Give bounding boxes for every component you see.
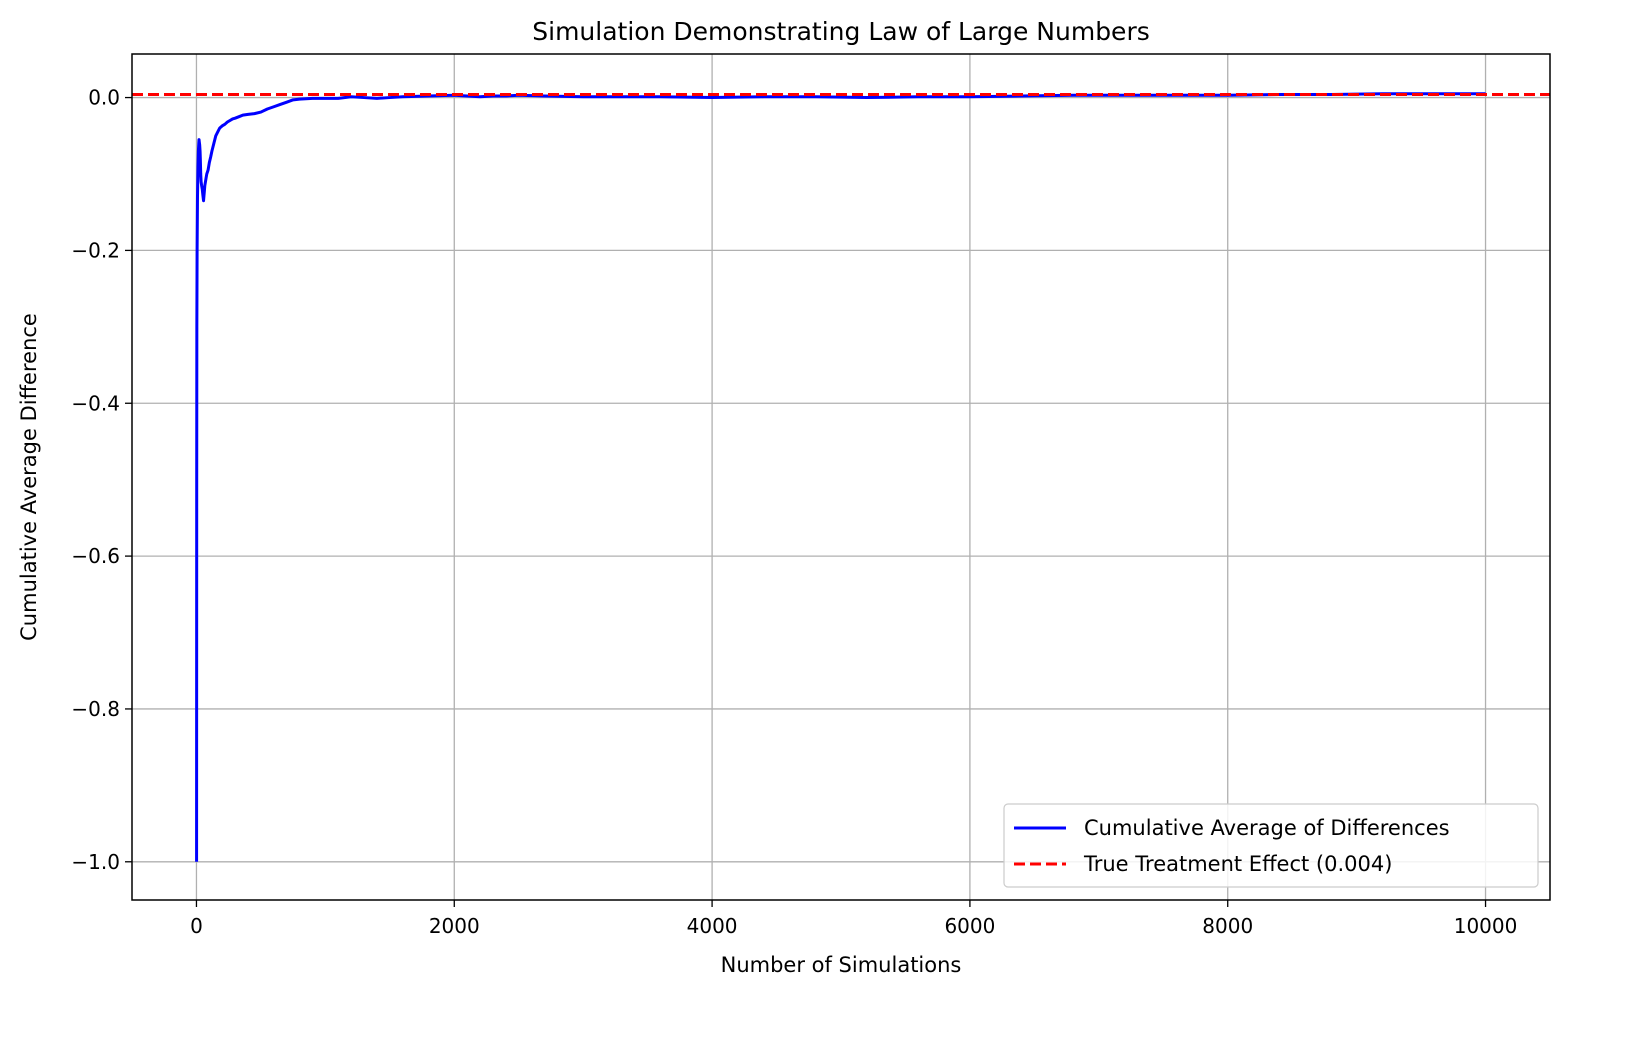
cumulative-average-line xyxy=(195,92,1486,862)
x-tick-label: 8000 xyxy=(1202,914,1253,938)
y-tick-label: −0.2 xyxy=(71,238,120,262)
axis-ticks: 0 2000 4000 6000 8000 10000 0.0 −0.2 −0.4 −0.6 −0.… xyxy=(71,86,1517,938)
legend-box xyxy=(1003,803,1539,888)
y-axis-title: Cumulative Average Difference xyxy=(17,313,41,641)
y-tick-label: −1.0 xyxy=(71,850,120,874)
x-tick-label: 10000 xyxy=(1454,914,1518,938)
x-tick-label: 2000 xyxy=(429,914,480,938)
plot-frame xyxy=(131,53,1551,901)
legend-label-true-effect: True Treatment Effect (0.004) xyxy=(1083,852,1392,876)
chart-title: Simulation Demonstrating Law of Large Nu… xyxy=(532,17,1150,46)
x-tick-label: 6000 xyxy=(944,914,995,938)
legend-label-cumulative-average: Cumulative Average of Differences xyxy=(1084,816,1450,840)
y-tick-label: −0.6 xyxy=(71,544,120,568)
y-tick-label: −0.4 xyxy=(71,391,120,415)
x-axis-title: Number of Simulations xyxy=(721,953,962,977)
legend: Cumulative Average of Differences True T… xyxy=(1003,803,1539,888)
y-tick-label: −0.8 xyxy=(71,697,120,721)
x-tick-label: 4000 xyxy=(687,914,738,938)
y-tick-label: 0.0 xyxy=(88,86,120,110)
x-tick-label: 0 xyxy=(190,914,203,938)
series-layer xyxy=(132,92,1550,862)
